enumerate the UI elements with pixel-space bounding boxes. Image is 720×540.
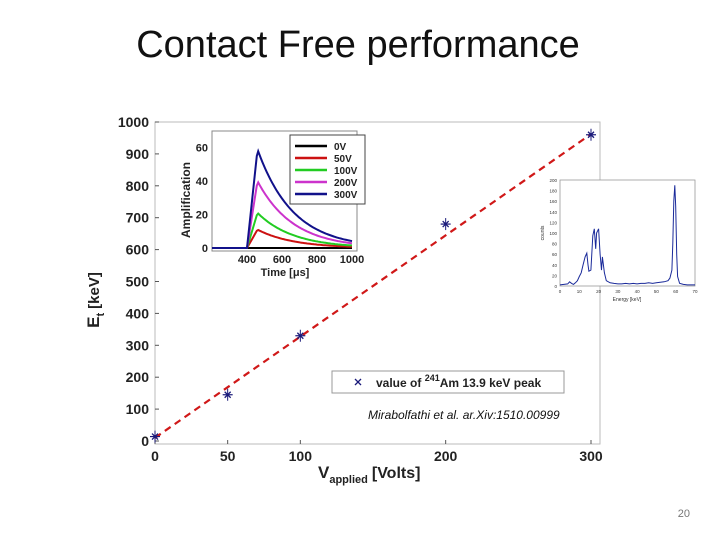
legend-marker [354,378,362,386]
inset2-y-tick: 120 [549,220,557,225]
inset2-y-tick: 200 [549,178,557,183]
inset2-x-tick: 70 [692,289,698,294]
inset2-y-tick: 100 [549,231,557,236]
page-number: 20 [677,508,690,520]
data-point [586,128,596,141]
main-x-axis-label: Vapplied [Volts] [318,463,420,486]
citation: Mirabolfathi et al. ar.Xiv:1510.00999 [368,408,560,422]
x-tick-label: 100 [289,448,313,464]
inset2-y-tick: 40 [552,263,558,268]
inset1-y-tick: 40 [196,176,208,188]
inset1-x-tick: 1000 [340,254,364,266]
main-x-axis: 0 50 100 200 300 [151,440,603,464]
y-tick-label: 100 [126,401,150,417]
inset1-legend-label: 50V [334,154,352,165]
main-y-axis-label: Et[keV] [84,272,107,328]
inset2-y-tick: 20 [552,273,558,278]
inset1-legend-label: 100V [334,166,358,177]
y-tick-label: 1000 [118,114,149,130]
main-legend: value of 241Am 13.9 keV peak [331,370,565,394]
inset2-y-axis-label: counts [540,225,546,240]
y-tick-label: 400 [126,305,150,321]
inset2-curve [559,185,695,286]
inset1-curve [212,148,353,249]
x-tick-label: 0 [151,448,159,464]
inset2-axes: 0 20 40 60 80 100 120 140 160 180 200 0 10 20 30 40 50 60… [549,178,698,294]
inset2-x-tick: 10 [577,289,583,294]
y-tick-label: 700 [126,210,150,226]
inset2-x-tick: 60 [673,289,679,294]
inset1-axes: 0 20 40 60 400 600 800 1000 [196,143,364,266]
inset2-x-tick: 0 [559,289,562,294]
inset2-y-tick: 80 [552,242,558,247]
inset1-y-tick: 20 [196,210,208,222]
y-tick-label: 800 [126,178,150,194]
inset1-y-tick: 0 [202,243,208,255]
inset2-y-tick: 160 [549,199,557,204]
inset1-y-tick: 60 [196,143,208,155]
inset2-y-tick: 60 [552,252,558,257]
legend-marker-x [354,378,362,386]
inset2-x-axis-label: Energy [keV] [613,297,642,303]
y-tick-label: 0 [141,433,149,449]
main-series-points [150,128,596,443]
inset1-y-axis-label: Amplification [179,162,193,238]
inset2-x-tick: 20 [596,289,602,294]
inset2-spectrum-line [559,185,695,286]
fit-line [154,133,592,439]
inset1-x-tick: 800 [308,254,326,266]
data-point [150,430,160,443]
data-point [222,388,233,401]
inset1-curves [212,148,353,249]
main-y-axis: 0 100 200 300 400 500 600 700 800 900 1000 [118,114,159,449]
inset2-x-tick: 30 [615,289,621,294]
data-point [440,218,451,231]
y-tick-label: 600 [126,242,150,258]
amplification-inset: 0 20 40 60 400 600 800 1000 Amplification Time … [179,130,366,279]
x-tick-label: 50 [220,448,236,464]
spectrum-inset: 0 20 40 60 80 100 120 140 160 180 200 0 10 20 30 40 50 60… [540,178,698,303]
y-tick-label: 300 [126,337,150,353]
data-point [295,329,306,342]
fit-line-segment [154,133,592,439]
inset1-legend-label: 0V [334,142,347,153]
y-tick-label: 900 [126,146,150,162]
y-tick-label: 500 [126,274,150,290]
x-tick-label: 300 [579,448,603,464]
slide-title: Contact Free performance [136,24,580,66]
inset1-legend-label: 300V [334,190,358,201]
inset1-x-axis-label: Time [μs] [261,267,310,279]
inset2-x-tick: 40 [635,289,641,294]
inset2-x-tick: 50 [654,289,660,294]
y-tick-label: 200 [126,369,150,385]
inset1-x-tick: 600 [273,254,291,266]
inset2-y-tick: 180 [549,189,557,194]
x-tick-label: 200 [434,448,458,464]
inset2-y-tick: 140 [549,210,557,215]
inset1-legend-label: 200V [334,178,358,189]
inset2-y-tick: 0 [554,284,557,289]
legend-label: value of 241Am 13.9 keV peak [376,373,541,390]
inset1-x-tick: 400 [238,254,256,266]
